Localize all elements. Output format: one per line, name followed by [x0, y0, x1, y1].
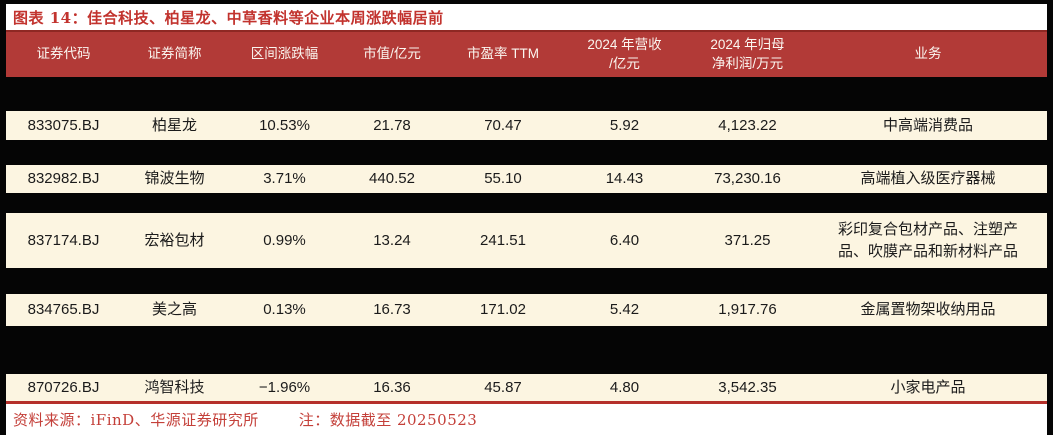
table-bottom-border [6, 401, 1047, 404]
column-header-change: 区间涨跌幅 [250, 46, 319, 62]
change-percent: 0.13% [263, 301, 306, 319]
table-row: 832982.BJ 锦波生物 3.71% 440.52 55.10 14.43 … [6, 165, 1047, 193]
net-profit-2024: 1,917.76 [718, 301, 777, 319]
column-header-pe-ttm: 市盈率 TTM [467, 46, 539, 62]
stock-code: 870726.BJ [27, 378, 100, 396]
stock-name: 美之高 [151, 301, 197, 319]
column-header-market-cap: 市值/亿元 [363, 46, 421, 62]
change-percent: 0.99% [263, 231, 306, 249]
business-desc: 小家电产品 [890, 378, 966, 396]
table-row: 870726.BJ 鸿智科技 −1.96% 16.36 45.87 4.80 3… [6, 374, 1047, 401]
change-percent: 10.53% [259, 116, 310, 134]
stock-name: 锦波生物 [144, 170, 205, 188]
stock-code: 834765.BJ [27, 301, 100, 319]
stock-name: 宏裕包材 [144, 231, 205, 249]
stock-name: 鸿智科技 [144, 378, 205, 396]
net-profit-2024: 4,123.22 [718, 116, 777, 134]
revenue-2024: 4.80 [609, 378, 640, 396]
stock-code: 837174.BJ [27, 231, 100, 249]
table-row: 834765.BJ 美之高 0.13% 16.73 171.02 5.42 1,… [6, 294, 1047, 326]
column-header-net-profit: 2024 年归母 净利润/万元 [710, 37, 785, 71]
pe-ttm: 70.47 [484, 116, 522, 134]
business-desc: 中高端消费品 [882, 116, 973, 134]
business-desc: 高端植入级医疗器械 [860, 170, 996, 188]
column-header-revenue: 2024 年营收 /亿元 [587, 37, 662, 71]
column-header-business: 业务 [914, 46, 942, 62]
market-cap: 16.36 [373, 378, 411, 396]
change-percent: −1.96% [258, 378, 311, 396]
market-cap: 21.78 [373, 116, 411, 134]
source-text: 资料来源：iFinD、华源证券研究所 [13, 411, 259, 429]
pe-ttm: 45.87 [484, 378, 522, 396]
stock-code: 832982.BJ [27, 170, 100, 188]
stock-name: 柏星龙 [151, 116, 197, 134]
pe-ttm: 55.10 [484, 170, 522, 188]
net-profit-2024: 3,542.35 [718, 378, 777, 396]
market-cap: 16.73 [373, 301, 411, 319]
change-percent: 3.71% [263, 170, 306, 188]
revenue-2024: 5.42 [609, 301, 640, 319]
stock-code: 833075.BJ [27, 116, 100, 134]
net-profit-2024: 371.25 [724, 231, 771, 249]
market-cap: 13.24 [373, 231, 411, 249]
table-row: 837174.BJ 宏裕包材 0.99% 13.24 241.51 6.40 3… [6, 213, 1047, 268]
column-header-code: 证券代码 [36, 46, 91, 62]
market-cap: 440.52 [369, 170, 415, 188]
net-profit-2024: 73,230.16 [714, 170, 781, 188]
note-text: 注：数据截至 20250523 [298, 411, 478, 429]
table-header-row: 证券代码 证券简称 区间涨跌幅 市值/亿元 市盈率 TTM 2024 年营收 /… [6, 30, 1047, 77]
source-note-bar: 资料来源：iFinD、华源证券研究所 注：数据截至 20250523 [6, 404, 1047, 435]
column-header-name: 证券简称 [147, 46, 202, 62]
pe-ttm: 241.51 [480, 231, 526, 249]
table-row: 833075.BJ 柏星龙 10.53% 21.78 70.47 5.92 4,… [6, 111, 1047, 140]
business-desc: 金属置物架收纳用品 [860, 301, 996, 319]
figure-title: 图表 14：佳合科技、柏星龙、中草香料等企业本周涨跌幅居前 [6, 4, 1047, 30]
revenue-2024: 6.40 [609, 231, 640, 249]
pe-ttm: 171.02 [480, 301, 526, 319]
business-desc: 彩印复合包材产品、注塑产品、吹膜产品和新材料产品 [837, 220, 1018, 260]
revenue-2024: 14.43 [605, 170, 644, 188]
revenue-2024: 5.92 [609, 116, 640, 134]
